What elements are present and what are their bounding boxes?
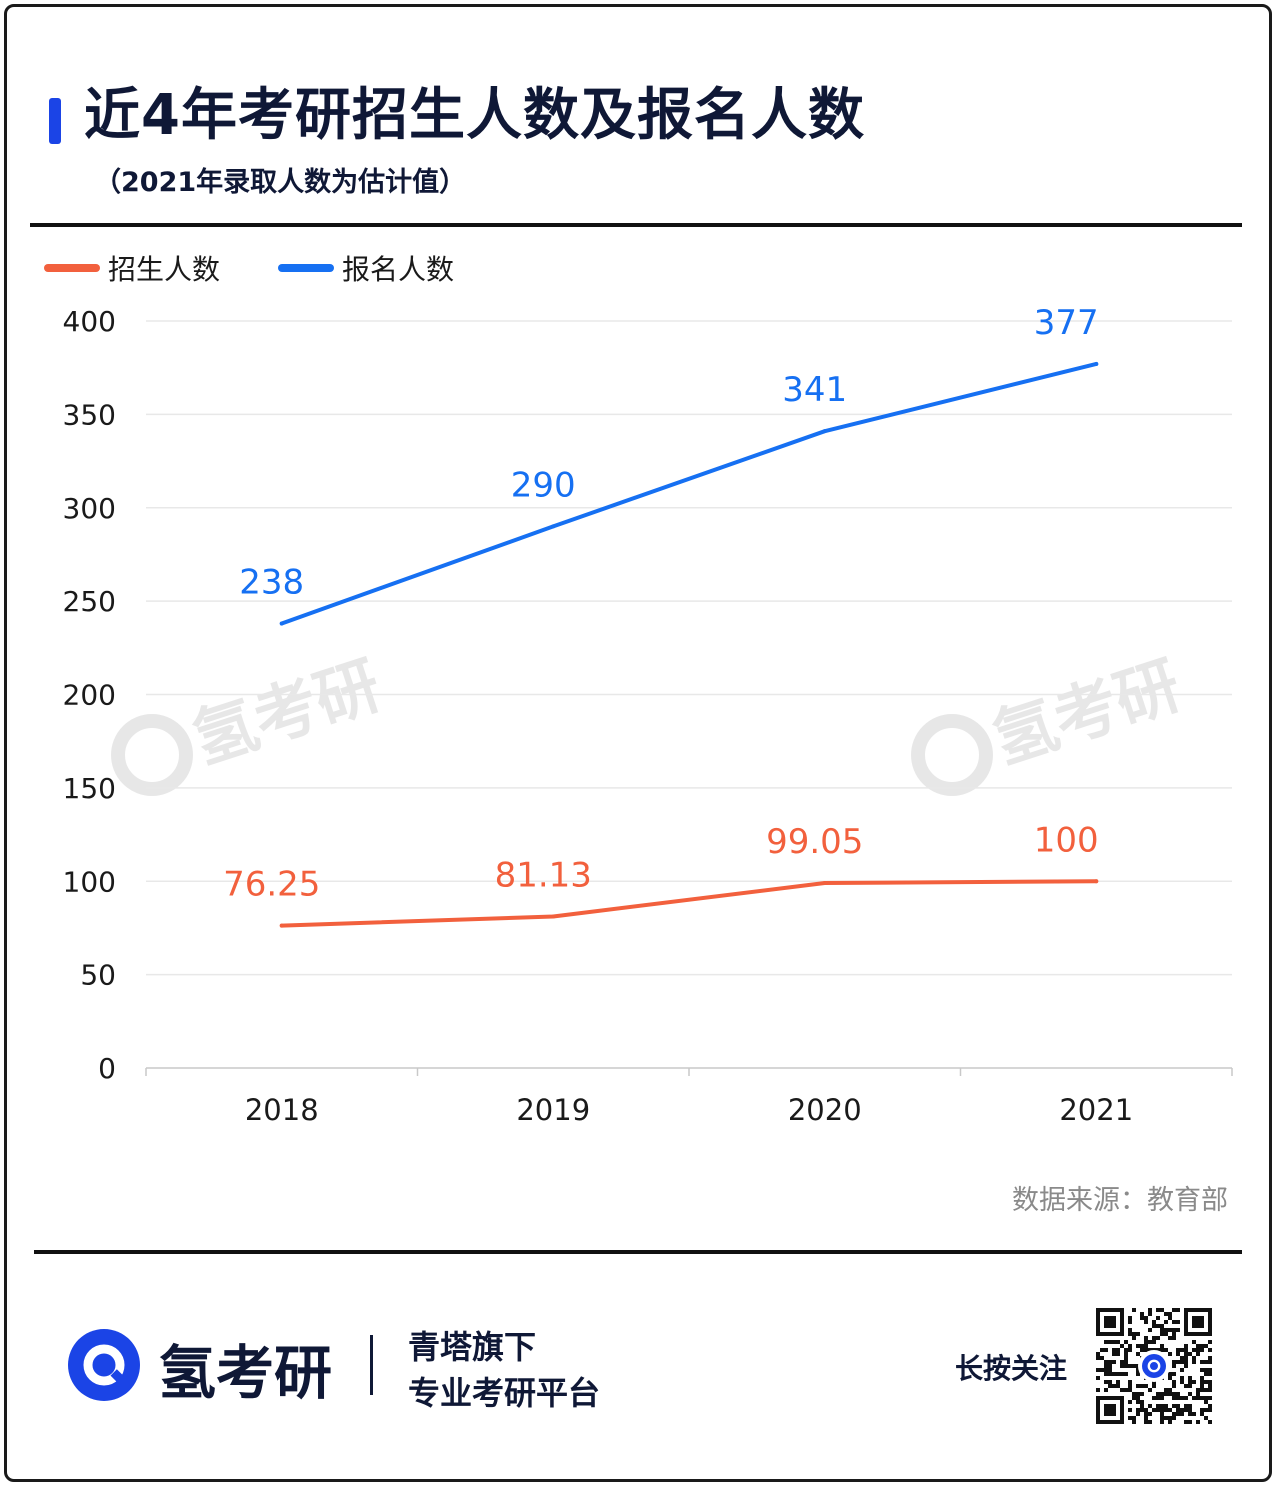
x-tick-label: 2020 bbox=[788, 1093, 862, 1127]
data-point bbox=[1094, 361, 1099, 366]
data-source: 数据来源：教育部 bbox=[1012, 1185, 1228, 1216]
data-point bbox=[279, 621, 284, 626]
legend-swatch-applicants bbox=[278, 264, 334, 272]
series-line-1 bbox=[279, 361, 1099, 626]
watermark-right-graphic: 氢考研 bbox=[911, 649, 1190, 796]
x-tick-label: 2019 bbox=[516, 1093, 590, 1127]
legend-label-enrollment: 招生人数 bbox=[108, 253, 221, 286]
data-point bbox=[551, 914, 556, 919]
y-tick-label: 250 bbox=[63, 585, 116, 618]
y-tick-label: 150 bbox=[63, 772, 116, 805]
bottom-divider bbox=[34, 1250, 1242, 1254]
data-label: 341 bbox=[782, 370, 847, 410]
qr-code[interactable] bbox=[1096, 1308, 1212, 1424]
x-tick-label: 2018 bbox=[245, 1093, 319, 1127]
y-tick-label: 350 bbox=[63, 398, 116, 431]
top-divider bbox=[30, 223, 1242, 227]
chart-subtitle: （2021年录取人数为估计值） bbox=[94, 167, 467, 198]
series-line-0 bbox=[279, 879, 1099, 928]
y-tick-label: 100 bbox=[63, 865, 116, 898]
footer-tagline-1: 青塔旗下 bbox=[408, 1328, 537, 1366]
footer-divider bbox=[370, 1335, 373, 1395]
legend-swatch-enrollment bbox=[44, 264, 100, 272]
legend-item-applicants: 报名人数 bbox=[278, 248, 454, 288]
y-tick-label: 400 bbox=[63, 305, 116, 338]
data-point bbox=[279, 923, 284, 928]
watermark-left: 氢考研 bbox=[110, 645, 410, 809]
watermark-left-graphic: 氢考研 bbox=[111, 649, 390, 796]
legend-label-applicants: 报名人数 bbox=[342, 253, 455, 286]
data-point bbox=[822, 429, 827, 434]
chart-title: 近4年考研招生人数及报名人数 bbox=[84, 83, 865, 148]
y-tick-label: 200 bbox=[63, 679, 116, 712]
data-label: 100 bbox=[1034, 820, 1099, 860]
legend-item-enrollment: 招生人数 bbox=[44, 248, 220, 288]
data-label: 81.13 bbox=[495, 855, 592, 895]
footer-tagline-2: 专业考研平台 bbox=[408, 1374, 601, 1412]
brand-name: 氢考研 bbox=[158, 1339, 333, 1407]
follow-label: 长按关注 bbox=[955, 1352, 1068, 1385]
data-label: 238 bbox=[239, 563, 304, 603]
data-label: 290 bbox=[511, 465, 576, 505]
data-point bbox=[1094, 879, 1099, 884]
y-tick-label: 0 bbox=[98, 1052, 116, 1085]
data-point bbox=[551, 524, 556, 529]
line-chart: 0 50 100 150 200 250 300 350 400 2018 2019 2020 202… bbox=[63, 303, 1233, 1127]
poster-card bbox=[4, 4, 1272, 1482]
brand-logo-icon bbox=[66, 1327, 142, 1407]
data-label: 377 bbox=[1034, 303, 1099, 343]
data-label: 76.25 bbox=[223, 865, 320, 905]
y-tick-label: 50 bbox=[80, 959, 116, 992]
data-label: 99.05 bbox=[766, 822, 863, 862]
watermark-right: 氢考研 bbox=[910, 645, 1210, 809]
y-tick-label: 300 bbox=[63, 492, 116, 525]
title-accent-bar bbox=[49, 98, 61, 144]
x-tick-label: 2021 bbox=[1059, 1093, 1133, 1127]
data-point bbox=[822, 881, 827, 886]
